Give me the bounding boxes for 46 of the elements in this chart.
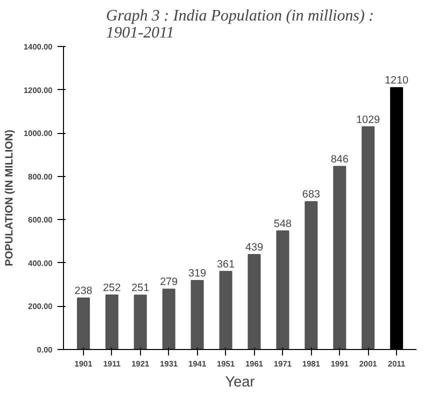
y-tick-label: 400.00 bbox=[28, 258, 54, 268]
y-tick-label: 1200.00 bbox=[24, 86, 54, 95]
data-label: 238 bbox=[74, 284, 92, 297]
x-tick-label: 2001 bbox=[359, 360, 378, 368]
x-tick-label: 1921 bbox=[131, 360, 150, 368]
data-label: 251 bbox=[131, 282, 150, 294]
data-label: 1029 bbox=[356, 114, 380, 126]
x-tick-label: 1941 bbox=[188, 360, 207, 368]
bar bbox=[276, 230, 290, 350]
bar bbox=[219, 270, 232, 350]
y-tick-label: 0.00 bbox=[36, 346, 54, 354]
data-label: 846 bbox=[330, 153, 349, 166]
bar bbox=[134, 294, 147, 350]
bar bbox=[190, 280, 204, 350]
x-tick-label: 1971 bbox=[274, 360, 292, 368]
bar bbox=[76, 297, 90, 350]
data-label: 548 bbox=[274, 218, 292, 230]
y-tick-label: 800.00 bbox=[28, 172, 54, 182]
x-tick-label: 1951 bbox=[216, 360, 236, 368]
x-axis-title: Year bbox=[225, 374, 255, 390]
data-label: 683 bbox=[302, 188, 320, 201]
chart-title: Graph 3 : India Population (in millions) : 1901-2011 bbox=[106, 8, 374, 42]
y-tick-label: 200.00 bbox=[28, 302, 54, 312]
x-tick-label: 1931 bbox=[160, 360, 178, 368]
y-tick-label: 600.00 bbox=[28, 216, 54, 225]
data-label: 319 bbox=[188, 267, 206, 280]
bar bbox=[248, 254, 261, 350]
x-tick-label: 2011 bbox=[388, 360, 406, 368]
data-label: 252 bbox=[103, 282, 121, 294]
y-tick-label: 1400.00 bbox=[24, 42, 54, 52]
bar bbox=[162, 288, 176, 350]
x-tick-label: 1991 bbox=[330, 360, 350, 368]
bar bbox=[333, 166, 346, 350]
data-label: 361 bbox=[216, 258, 235, 270]
x-tick-label: 1961 bbox=[245, 360, 264, 368]
x-tick-label: 1911 bbox=[103, 360, 122, 368]
y-tick-label: 1000.00 bbox=[24, 129, 54, 138]
bar bbox=[105, 294, 118, 350]
x-tick-label: 1981 bbox=[302, 360, 321, 368]
data-label: 439 bbox=[245, 241, 264, 254]
bar bbox=[362, 126, 375, 350]
data-label: 279 bbox=[160, 276, 178, 288]
bar bbox=[304, 201, 318, 350]
x-tick-label: 1901 bbox=[74, 360, 93, 368]
data-label: 1210 bbox=[384, 74, 408, 87]
y-axis-title: POPULATION (IN MILLION) bbox=[4, 129, 16, 266]
